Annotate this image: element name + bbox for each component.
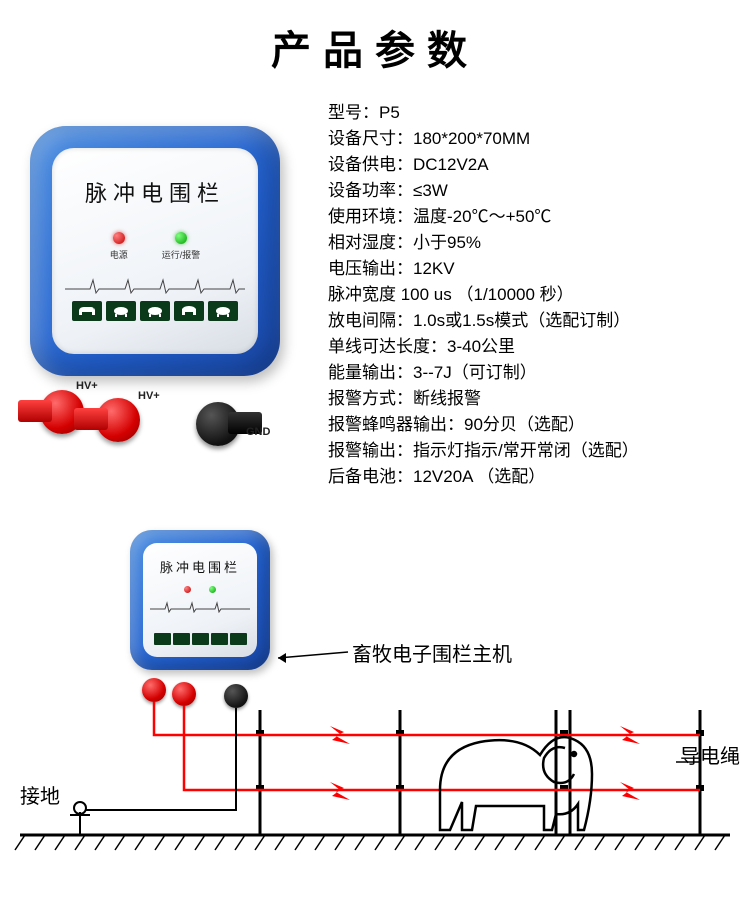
fence-posts bbox=[260, 710, 700, 835]
spec-line: 能量输出：3--7J（可订制） bbox=[328, 360, 750, 386]
spec-line: 使用环境：温度-20℃～+50℃ bbox=[328, 204, 750, 230]
spec-line: 放电间隔：1.0s或1.5s模式（选配订制） bbox=[328, 308, 750, 334]
spec-line: 报警蜂鸣器输出：90分贝（选配） bbox=[328, 412, 750, 438]
animal-icon bbox=[140, 301, 170, 321]
diagram-svg bbox=[0, 530, 750, 890]
page-title: 产品参数 bbox=[0, 0, 750, 76]
host-pointer bbox=[278, 652, 348, 658]
device-front-panel: 脉冲电围栏 电源 运行/报警 bbox=[52, 148, 258, 354]
spec-line: 后备电池：12V20A （选配） bbox=[328, 464, 750, 490]
spec-line: 设备供电：DC12V2A bbox=[328, 152, 750, 178]
run-led-dot bbox=[175, 232, 187, 244]
ground-stake-icon bbox=[70, 802, 90, 835]
spec-line: 报警方式：断线报警 bbox=[328, 386, 750, 412]
terminal-row: HV+ HV+ GND bbox=[10, 384, 310, 464]
wiring-diagram: 脉冲电围栏 畜牧电子围栏主机 接地 导电绳 bbox=[0, 530, 750, 890]
spec-line: 相对湿度：小于95% bbox=[328, 230, 750, 256]
host-pointer-arrow bbox=[278, 653, 286, 663]
pulse-waveform-icon bbox=[65, 277, 245, 295]
spec-line: 设备尺寸：180*200*70MM bbox=[328, 126, 750, 152]
power-led-dot bbox=[113, 232, 125, 244]
spec-list: 型号：P5 设备尺寸：180*200*70MM 设备供电：DC12V2A 设备功… bbox=[320, 96, 750, 490]
spec-line: 型号：P5 bbox=[328, 100, 750, 126]
animal-icon bbox=[106, 301, 136, 321]
ground-hatching bbox=[15, 835, 725, 850]
led-row: 电源 运行/报警 bbox=[110, 232, 201, 261]
power-led-label: 电源 bbox=[110, 248, 128, 261]
spec-line: 脉冲宽度 100 us （1/10000 秒） bbox=[328, 282, 750, 308]
hv-terminal-2 bbox=[96, 398, 140, 442]
top-section: 脉冲电围栏 电源 运行/报警 bbox=[0, 96, 750, 490]
spec-line: 设备功率：≤3W bbox=[328, 178, 750, 204]
animal-icon bbox=[72, 301, 102, 321]
animal-icon-strip bbox=[72, 301, 238, 321]
hv-label-2: HV+ bbox=[138, 390, 160, 402]
animal-icon bbox=[174, 301, 204, 321]
product-render-column: 脉冲电围栏 电源 运行/报警 bbox=[0, 96, 320, 476]
device-body: 脉冲电围栏 电源 运行/报警 bbox=[30, 126, 280, 376]
spec-line: 报警输出：指示灯指示/常开常闭（选配） bbox=[328, 438, 750, 464]
post-insulators bbox=[256, 730, 704, 791]
run-led-label: 运行/报警 bbox=[162, 248, 201, 261]
panel-title-text: 脉冲电围栏 bbox=[85, 176, 225, 208]
spec-line: 单线可达长度：3-40公里 bbox=[328, 334, 750, 360]
ground-wire bbox=[86, 708, 236, 810]
gnd-terminal bbox=[196, 402, 240, 446]
power-led: 电源 bbox=[110, 232, 128, 261]
hv-label-1: HV+ bbox=[76, 380, 98, 392]
run-alarm-led: 运行/报警 bbox=[162, 232, 201, 261]
animal-icon bbox=[208, 301, 238, 321]
spec-line: 电压输出：12KV bbox=[328, 256, 750, 282]
gnd-label: GND bbox=[246, 426, 270, 438]
